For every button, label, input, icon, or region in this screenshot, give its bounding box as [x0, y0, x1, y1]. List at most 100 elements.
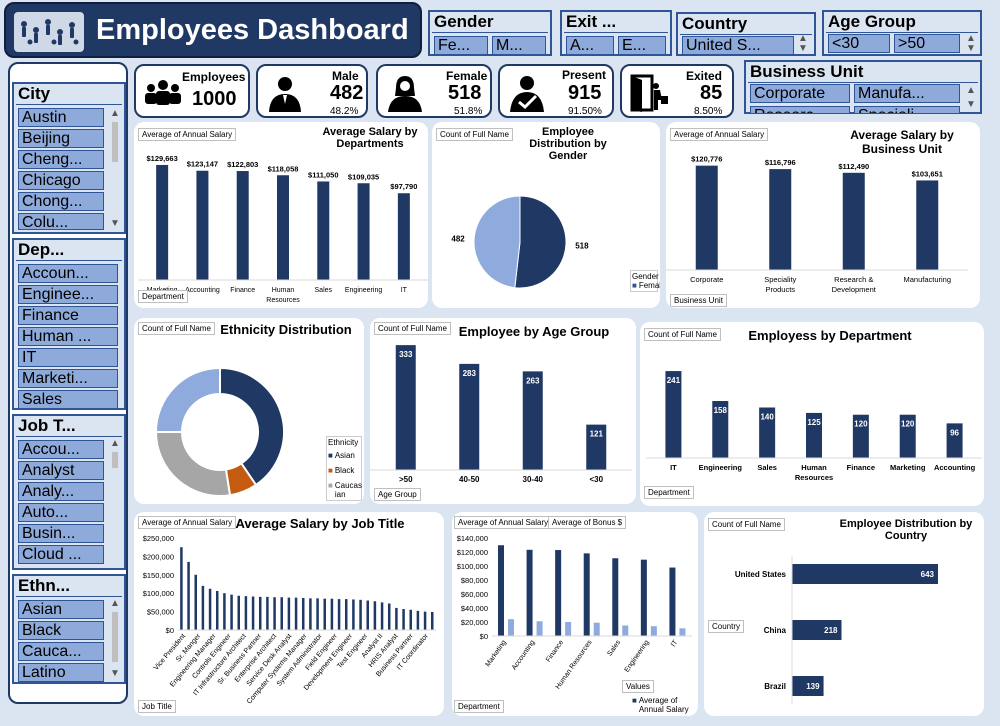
slicer-dept-item[interactable]: Sales: [18, 390, 118, 409]
slicer-dept-item[interactable]: Human ...: [18, 327, 118, 346]
slicer-dept-item[interactable]: Finance: [18, 306, 118, 325]
field-button-axis[interactable]: Business Unit: [670, 294, 727, 307]
field-button-axis[interactable]: Department: [138, 290, 188, 303]
slicer-job-scrollbar[interactable]: [112, 452, 118, 468]
slicer-age-under30[interactable]: <30: [828, 34, 890, 53]
tick-label: Sales: [315, 287, 333, 294]
data-label: $116,796: [765, 158, 796, 167]
bar: [215, 590, 219, 630]
slicer-eth-item[interactable]: Black: [18, 621, 104, 640]
field-button-axis[interactable]: Department: [644, 486, 694, 499]
slicer-gender-female[interactable]: Fe...: [434, 36, 488, 55]
field-button-value[interactable]: Average of Annual Salary: [138, 128, 237, 141]
slicer-city-item[interactable]: Colu...: [18, 213, 104, 230]
slicer-city-scroll-down-icon[interactable]: ▼: [110, 218, 120, 229]
slicer-job-item[interactable]: Auto...: [18, 503, 104, 522]
legend-item: Average of Annual Salary: [638, 696, 689, 714]
field-button-value[interactable]: Average of Annual Salary: [138, 516, 237, 529]
slicer-job-item[interactable]: Analy...: [18, 482, 104, 501]
slicer-city-item[interactable]: Cheng...: [18, 150, 104, 169]
y-tick-label: $200,000: [143, 552, 174, 561]
field-button-value[interactable]: Average of Bonus $: [548, 516, 627, 529]
slicer-exit-exited[interactable]: E...: [618, 36, 666, 55]
slicer-exit-active[interactable]: A...: [566, 36, 614, 55]
chart-gender-dist-svg: 518 482: [451, 195, 589, 289]
exit-door-icon: [630, 74, 668, 112]
slicer-job-item[interactable]: Accou...: [18, 440, 104, 459]
slicer-country-scroll-icon[interactable]: ▲ ▼: [798, 33, 808, 54]
slicer-city-item[interactable]: Beijing: [18, 129, 104, 148]
field-button-value[interactable]: Average of Annual Salary: [670, 128, 769, 141]
slicer-job-item[interactable]: Busin...: [18, 524, 104, 543]
bar: [287, 597, 291, 630]
legend-item: Asian: [334, 451, 355, 460]
kpi-male-pct: 48.2%: [330, 106, 359, 117]
slicer-bu-item[interactable]: Manufa...: [854, 84, 960, 103]
slicer-eth-item[interactable]: Cauca...: [18, 642, 104, 661]
chart-ethnicity: Count of Full Name Ethnicity Distributio…: [134, 318, 364, 504]
tick-label: Sales: [757, 463, 777, 472]
slicer-job-item[interactable]: Cloud ...: [18, 545, 104, 564]
donut-slice: [219, 366, 285, 487]
slicer-country-item[interactable]: United S...: [682, 36, 794, 55]
slicer-city-item[interactable]: Chicago: [18, 171, 104, 190]
bar: [317, 181, 330, 280]
field-button-axis[interactable]: Job Title: [138, 700, 176, 713]
field-button-value[interactable]: Count of Full Name: [644, 328, 721, 341]
dashboard-header: Employees Dashboard: [4, 2, 422, 58]
y-tick-label: $120,000: [457, 548, 488, 557]
bar: [180, 547, 183, 630]
slicer-eth-scrollbar[interactable]: [112, 612, 118, 662]
slicer-dept-item[interactable]: IT: [18, 348, 118, 367]
slicer-bu-scroll-icon[interactable]: ▲ ▼: [966, 85, 976, 110]
legend-title-button[interactable]: Values: [622, 680, 654, 693]
slicer-eth-item[interactable]: Latino: [18, 663, 104, 682]
field-button-axis[interactable]: Department: [454, 700, 504, 713]
field-button-value[interactable]: Count of Full Name: [708, 518, 785, 531]
y-tick-label: $20,000: [461, 618, 488, 627]
field-button-value[interactable]: Count of Full Name: [436, 128, 513, 141]
slicer-gender-male[interactable]: M...: [492, 36, 546, 55]
bar: [397, 193, 410, 280]
slicer-age-over50[interactable]: >50: [894, 34, 960, 53]
slicer-eth-item[interactable]: Asian: [18, 600, 104, 619]
field-button-axis[interactable]: Country: [708, 620, 745, 633]
slicer-city-scrollbar[interactable]: [112, 122, 118, 162]
slicer-city-item[interactable]: Chong...: [18, 192, 104, 211]
field-button-value[interactable]: Count of Full Name: [138, 322, 215, 335]
bar: [294, 597, 298, 630]
slicer-eth-scroll-down-icon[interactable]: ▼: [110, 668, 120, 679]
slicer-age-scroll-icon[interactable]: ▲ ▼: [966, 33, 976, 54]
chart-salary-by-job-svg: $250,000 $200,000 $150,000 $100,000 $50,000 $…: [143, 534, 436, 706]
legend-item: Female: [638, 281, 660, 290]
slicer-dept-item[interactable]: Accoun...: [18, 264, 118, 283]
slicer-bu-item[interactable]: Researc...: [750, 106, 850, 114]
slicer-city-scroll-up-icon[interactable]: ▲: [110, 108, 120, 119]
slicer-ethnicity: Ethn... Asian Black Cauca... Latino ▲ ▼: [12, 574, 126, 684]
kpi-present: Present 915 91.50%: [498, 64, 614, 118]
chart-title: Ethnicity Distribution: [220, 322, 352, 337]
field-button-value[interactable]: Average of Annual Salary: [454, 516, 553, 529]
slicer-dept-item[interactable]: Enginee...: [18, 285, 118, 304]
y-tick-label: $250,000: [143, 534, 174, 543]
bar: [665, 371, 682, 458]
bar: [565, 622, 572, 636]
slicer-job-scroll-up-icon[interactable]: ▲: [110, 438, 120, 449]
slicer-bu-item[interactable]: Speciali...: [854, 106, 960, 114]
bar: [208, 588, 212, 630]
slicer-bu-item[interactable]: Corporate: [750, 84, 850, 103]
slicer-dept-item[interactable]: Marketi...: [18, 369, 118, 388]
tick-label: Resources: [795, 473, 833, 482]
slicer-city-item[interactable]: Austin: [18, 108, 104, 127]
pie-slice: [514, 195, 567, 289]
bar: [251, 596, 255, 630]
slicer-eth-scroll-up-icon[interactable]: ▲: [110, 598, 120, 609]
tick-label: China: [764, 626, 787, 635]
bar: [508, 619, 514, 636]
field-button-axis[interactable]: Age Group: [374, 488, 421, 501]
slicer-job-item[interactable]: Analyst: [18, 461, 104, 480]
bar: [792, 620, 842, 640]
slicer-age-group: Age Group <30 >50 ▲ ▼: [822, 10, 982, 56]
tick-label: Engineering: [624, 639, 651, 674]
field-button-value[interactable]: Count of Full Name: [374, 322, 451, 335]
